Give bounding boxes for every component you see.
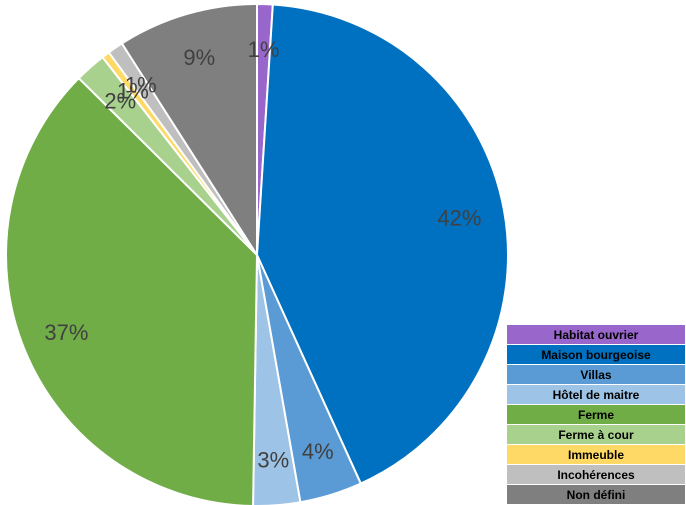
data-label-incoherences: 1%: [125, 73, 157, 98]
legend-item-immeuble: Immeuble: [507, 445, 685, 465]
legend-item-ferme: Ferme: [507, 405, 685, 425]
pie-slice-maison-bourgeoise: [255, 3, 510, 485]
chart-legend: Habitat ouvrier Maison bourgeoise Villas Hô…: [507, 325, 685, 505]
legend-item-incoherences: Incohérences: [507, 465, 685, 485]
pie-slices: [5, 2, 510, 505]
data-label-villas: 4%: [302, 439, 334, 464]
pie-slice-ferme: [5, 76, 259, 505]
data-label-ferme-a-cour: 2%: [104, 89, 136, 114]
pie-slice-hotel-de-maitre: [252, 254, 302, 505]
data-label-habitat-ouvrier: 1%: [248, 37, 280, 62]
data-label-hotel-de-maitre: 3%: [257, 448, 289, 473]
data-label-non-defini: 9%: [183, 45, 215, 70]
pie-labels: 1%42%4%3%37%2%1%1%9%: [44, 37, 481, 473]
legend-item-habitat-ouvrier: Habitat ouvrier: [507, 325, 685, 345]
legend-item-non-defini: Non défini: [507, 485, 685, 505]
data-label-immeuble: 1%: [117, 78, 149, 103]
legend-item-villas: Villas: [507, 365, 685, 385]
data-label-ferme: 37%: [44, 320, 88, 345]
legend-item-ferme-a-cour: Ferme à cour: [507, 425, 685, 445]
legend-item-hotel-de-maitre: Hôtel de maitre: [507, 385, 685, 405]
data-label-maison-bourgeoise: 42%: [437, 205, 481, 230]
pie-slice-non-defini: [120, 2, 258, 259]
legend-item-maison-bourgeoise: Maison bourgeoise: [507, 345, 685, 365]
